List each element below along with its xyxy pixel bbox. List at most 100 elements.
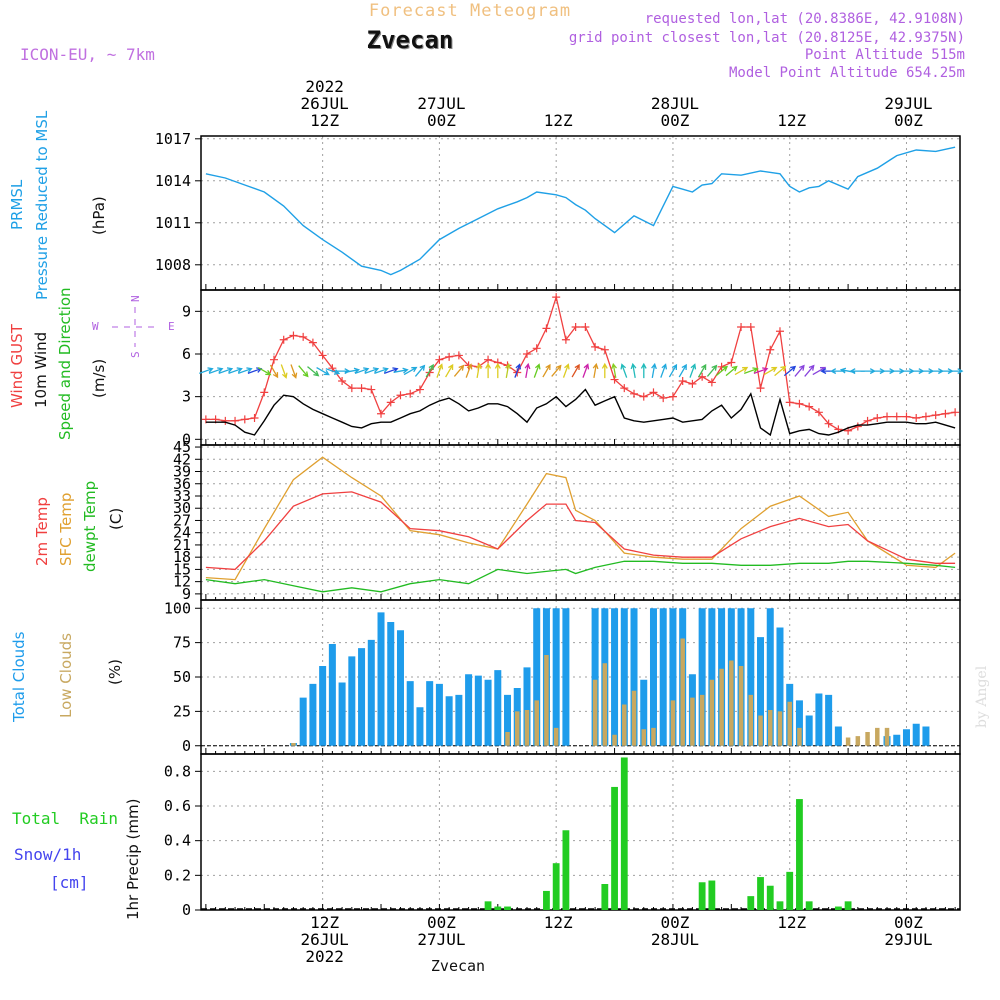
gust-marker xyxy=(746,322,755,331)
total-clouds-bar xyxy=(659,608,667,746)
compass-icon: N S W E xyxy=(92,295,175,358)
total-clouds-bar xyxy=(766,608,774,746)
wind-direction-arrow xyxy=(505,362,511,379)
wind-direction-arrow xyxy=(804,364,815,377)
low-clouds-bar xyxy=(738,666,744,746)
top-time-label: 26JUL xyxy=(301,94,349,113)
wind-direction-arrow xyxy=(364,367,380,375)
gust-marker xyxy=(299,332,308,341)
gust-marker xyxy=(357,384,366,393)
gust-marker xyxy=(377,409,386,418)
total-clouds-bar xyxy=(815,693,823,746)
bottom-time-label: 2022 xyxy=(305,947,344,966)
low-clouds-bar xyxy=(797,727,802,746)
wind-direction-arrow xyxy=(475,362,482,379)
point-altitude: Point Altitude 515m xyxy=(805,47,965,63)
gust-marker xyxy=(795,399,804,408)
total-clouds-bar xyxy=(902,729,910,746)
wind-direction-arrow xyxy=(237,367,253,375)
bottom-time-label: 29JUL xyxy=(884,930,932,949)
wind-panel: 0 3 6 9 xyxy=(182,289,964,448)
low-clouds-bar xyxy=(719,668,724,746)
low-clouds-bar xyxy=(758,715,763,746)
wind-direction-arrow xyxy=(344,367,361,374)
wind-unit: (m/s) xyxy=(90,359,108,398)
low-clouds-bar xyxy=(690,697,695,746)
gust-marker xyxy=(221,416,230,425)
top-time-label: 2022 xyxy=(305,77,344,96)
y-tick-label: 30 xyxy=(173,499,191,517)
footer-station: Zvecan xyxy=(431,957,485,975)
low-clouds-bar xyxy=(875,727,880,746)
low-clouds-bar xyxy=(291,743,296,746)
gust-marker xyxy=(581,322,590,331)
sfc-temp-line xyxy=(205,456,956,581)
bottom-time-label: 28JUL xyxy=(651,930,699,949)
y-tick-label: 0.6 xyxy=(164,797,191,815)
total-clouds-bar xyxy=(504,694,512,746)
total-clouds-bar xyxy=(893,734,901,746)
total-clouds-bar xyxy=(426,681,434,746)
low-clouds-bar xyxy=(534,700,539,746)
total-clouds-bar xyxy=(465,674,473,746)
wind-direction-arrow xyxy=(948,368,964,375)
gust-marker xyxy=(649,388,658,397)
wind-direction-arrow xyxy=(414,364,426,377)
wind-speed-line xyxy=(205,388,956,437)
rain-bar xyxy=(562,830,570,910)
wind-10m-label: 10m Wind xyxy=(32,332,50,408)
total-clouds-bar xyxy=(387,622,395,746)
snow-unit-label: [cm] xyxy=(50,873,89,892)
gust-marker xyxy=(931,411,940,420)
gust-marker xyxy=(785,398,794,407)
y-tick-label: 27 xyxy=(173,511,191,529)
gust-marker xyxy=(766,345,775,354)
wind-direction-arrow xyxy=(425,363,434,378)
gust-line xyxy=(205,294,956,432)
total-clouds-bar xyxy=(406,681,414,746)
compass-south: S xyxy=(129,351,142,358)
gust-marker xyxy=(775,327,784,336)
gust-marker xyxy=(484,355,493,364)
wind-direction-arrow xyxy=(453,364,465,377)
low-clouds-bar xyxy=(845,737,851,746)
wind-direction-arrow xyxy=(298,365,309,378)
top-time-label: 12Z xyxy=(777,111,806,130)
wind-direction-arrow xyxy=(354,367,370,375)
top-time-label: 00Z xyxy=(427,111,456,130)
y-tick-label: 39 xyxy=(173,463,191,481)
total-clouds-bar xyxy=(805,715,813,746)
gust-marker xyxy=(610,375,619,384)
wind-direction-arrow xyxy=(465,363,473,378)
wind-direction-arrow xyxy=(734,366,749,376)
gust-marker xyxy=(201,415,210,424)
wind-direction-arrow xyxy=(316,367,330,376)
total-clouds-bar xyxy=(611,608,619,746)
total-clouds-bar xyxy=(698,608,706,746)
y-tick-label: 36 xyxy=(173,475,191,493)
temperature-panel-labels: 2m Temp SFC Temp dewpt Temp (C) xyxy=(33,481,125,572)
y-tick-label: 0 xyxy=(182,430,191,448)
gust-marker xyxy=(308,338,317,347)
rain-bar xyxy=(543,890,550,910)
panel-frame xyxy=(200,135,961,291)
y-tick-label: 0.4 xyxy=(164,832,191,850)
wind-direction-arrow xyxy=(582,363,590,378)
wind-direction-arrow xyxy=(551,364,562,377)
total-clouds-bar xyxy=(620,608,628,746)
gust-marker xyxy=(600,345,609,354)
gust-marker xyxy=(542,324,551,333)
panel-frame xyxy=(200,289,961,446)
y-tick-label: 24 xyxy=(173,524,191,542)
low-clouds-bar xyxy=(777,711,783,746)
gust-marker xyxy=(571,322,580,331)
pressure-panel: 1008 1011 1014 1017 xyxy=(155,130,961,291)
clouds-unit: (%) xyxy=(106,659,124,685)
low-clouds-bar xyxy=(505,732,510,746)
wind-direction-arrow xyxy=(698,363,707,378)
total-clouds-bar xyxy=(757,637,765,746)
total-clouds-bar xyxy=(319,666,327,746)
gust-marker xyxy=(289,331,298,340)
gust-marker xyxy=(951,408,960,417)
total-clouds-bar xyxy=(348,656,356,746)
